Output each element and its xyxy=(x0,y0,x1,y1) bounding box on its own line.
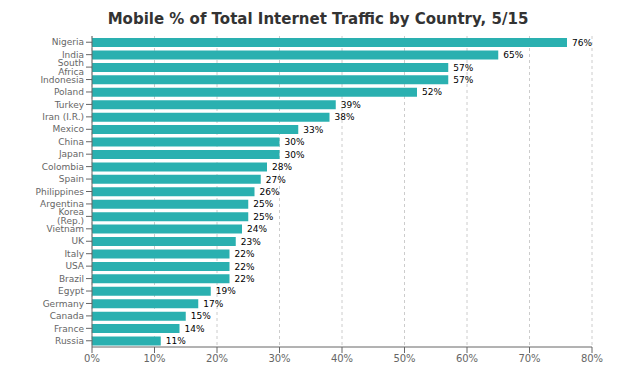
svg-text:27%: 27% xyxy=(266,175,286,185)
svg-text:25%: 25% xyxy=(253,212,273,222)
svg-text:Russia: Russia xyxy=(55,336,84,346)
svg-text:10%: 10% xyxy=(143,353,165,364)
svg-text:40%: 40% xyxy=(331,353,353,364)
svg-text:UK: UK xyxy=(72,236,86,246)
svg-text:33%: 33% xyxy=(303,125,323,135)
svg-text:22%: 22% xyxy=(235,249,255,259)
svg-text:22%: 22% xyxy=(235,262,255,272)
svg-text:15%: 15% xyxy=(191,311,211,321)
svg-text:Mexico: Mexico xyxy=(53,124,85,134)
svg-text:USA: USA xyxy=(65,261,84,271)
svg-text:30%: 30% xyxy=(268,353,290,364)
svg-text:Brazil: Brazil xyxy=(59,274,84,284)
svg-text:70%: 70% xyxy=(518,353,540,364)
svg-text:Indonesia: Indonesia xyxy=(40,74,84,85)
svg-text:57%: 57% xyxy=(453,75,473,85)
html-text:Mobile % of Total Internet Tra: Mobile % of Total Internet Traffic by Co… xyxy=(107,10,529,28)
svg-text:Spain: Spain xyxy=(59,174,84,184)
svg-text:65%: 65% xyxy=(503,50,523,60)
svg-text:Italy: Italy xyxy=(64,249,84,259)
svg-text:Japan: Japan xyxy=(58,149,84,159)
svg-text:0%: 0% xyxy=(84,353,100,364)
svg-text:Philippines: Philippines xyxy=(36,187,85,197)
svg-text:Poland: Poland xyxy=(54,87,84,97)
svg-text:26%: 26% xyxy=(260,187,280,197)
svg-text:25%: 25% xyxy=(253,199,273,209)
svg-text:11%: 11% xyxy=(166,336,186,346)
svg-text:Vietnam: Vietnam xyxy=(46,224,84,234)
svg-text:20%: 20% xyxy=(206,353,228,364)
svg-text:24%: 24% xyxy=(247,224,267,234)
svg-text:Colombia: Colombia xyxy=(42,162,84,172)
svg-text:SouthAfrica: SouthAfrica xyxy=(58,58,84,77)
svg-text:14%: 14% xyxy=(185,324,205,334)
svg-text:52%: 52% xyxy=(422,87,442,97)
svg-text:Nigeria: Nigeria xyxy=(52,37,84,47)
svg-text:17%: 17% xyxy=(203,299,223,309)
svg-text:Turkey: Turkey xyxy=(54,100,85,110)
svg-text:30%: 30% xyxy=(285,137,305,147)
svg-text:China: China xyxy=(58,137,84,147)
svg-text:28%: 28% xyxy=(272,162,292,172)
svg-text:Iran (I.R.): Iran (I.R.) xyxy=(42,112,84,122)
svg-text:80%: 80% xyxy=(581,353,603,364)
svg-text:57%: 57% xyxy=(453,63,473,73)
svg-text:60%: 60% xyxy=(456,353,478,364)
svg-text:Korea(Rep.): Korea(Rep.) xyxy=(57,207,84,226)
svg-text:Canada: Canada xyxy=(50,311,84,321)
svg-text:76%: 76% xyxy=(572,38,592,48)
svg-text:50%: 50% xyxy=(393,353,415,364)
svg-text:Germany: Germany xyxy=(43,299,85,309)
svg-text:India: India xyxy=(62,50,84,60)
svg-text:Egypt: Egypt xyxy=(58,286,84,296)
svg-text:19%: 19% xyxy=(216,286,236,296)
svg-text:France: France xyxy=(54,324,84,334)
svg-text:39%: 39% xyxy=(341,100,361,110)
svg-text:30%: 30% xyxy=(285,150,305,160)
svg-text:22%: 22% xyxy=(235,274,255,284)
svg-text:38%: 38% xyxy=(335,112,355,122)
svg-text:Argentina: Argentina xyxy=(40,199,84,209)
svg-text:23%: 23% xyxy=(241,237,261,247)
